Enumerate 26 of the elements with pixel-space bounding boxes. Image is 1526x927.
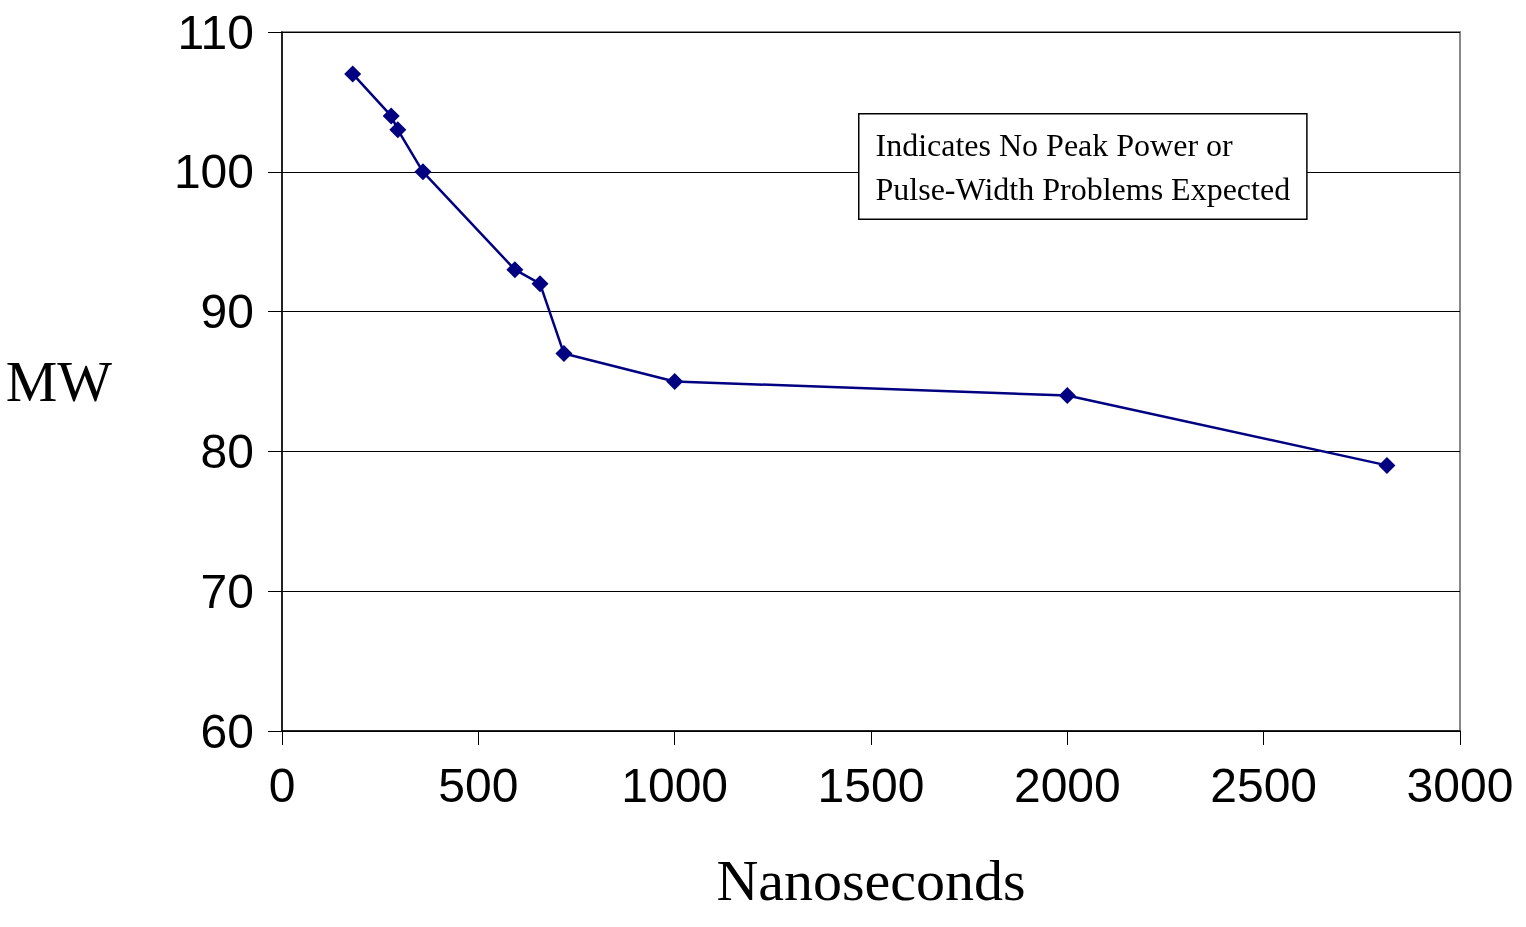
point: [531, 275, 549, 293]
x-tick-label: 2000: [1013, 758, 1121, 812]
point: [666, 373, 684, 390]
point: [555, 345, 573, 363]
y-tick-label: 70: [200, 564, 254, 618]
point: [389, 121, 407, 139]
x-tick-label: 2500: [1210, 758, 1318, 812]
x-tick-label: 500: [438, 758, 519, 812]
annotation: Indicates No Peak Power or Pulse-Width Problems Expected: [875, 126, 1291, 207]
point: [1378, 456, 1396, 474]
y-tick-label: 110: [177, 5, 254, 59]
x-tick-label: 0: [268, 758, 296, 812]
x-tick-label: 3000: [1406, 758, 1514, 812]
x-tick-label: 1000: [621, 758, 729, 812]
y-tick-label: 90: [200, 285, 254, 339]
y-axis-title: MW: [5, 349, 113, 414]
y-tick-label: 100: [173, 145, 254, 199]
point: [382, 107, 400, 125]
y-tick-label: 60: [200, 704, 254, 758]
point: [1058, 386, 1076, 404]
point: [414, 163, 432, 181]
x-axis-title: Nanoseconds: [716, 847, 1026, 913]
point: [344, 65, 362, 83]
y-tick-label: 80: [200, 424, 254, 478]
point: [506, 261, 524, 279]
x-tick-label: 1500: [817, 758, 925, 812]
